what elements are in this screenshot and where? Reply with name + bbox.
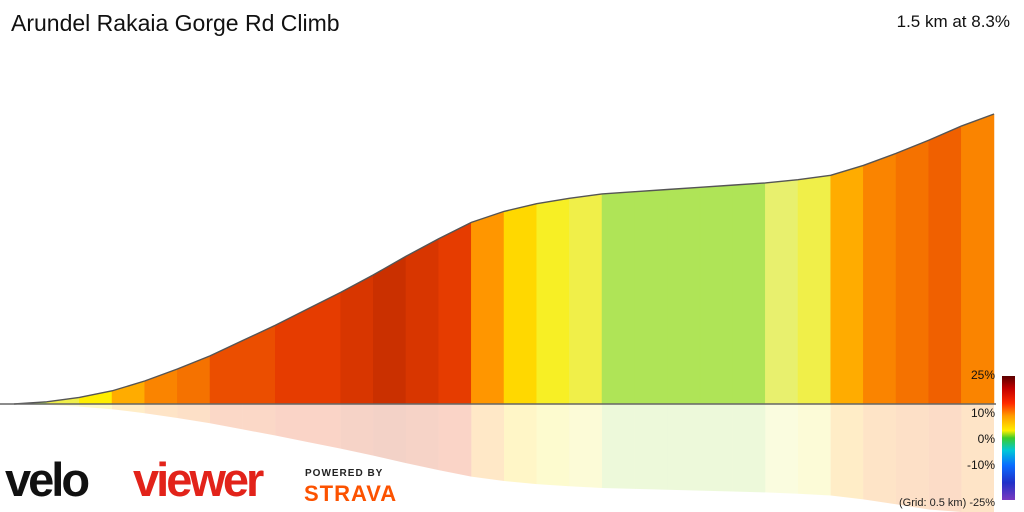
gradient-segment-7 <box>242 324 276 405</box>
gradient-segment-20 <box>667 187 701 405</box>
reflection-segment-8 <box>275 404 308 443</box>
logo-viewer-text: viewer <box>133 453 264 506</box>
reflection-segment-19 <box>634 404 668 490</box>
gradient-segment-11 <box>373 255 407 405</box>
reflection-segment-21 <box>700 404 733 492</box>
gradient-segment-22 <box>732 182 766 405</box>
reflection-segment-28 <box>928 404 962 512</box>
gradient-segment-29 <box>961 113 995 405</box>
reflection-segment-10 <box>340 404 374 456</box>
gradient-segment-12 <box>405 238 439 405</box>
gradient-segment-15 <box>503 203 537 405</box>
reflection-segment-24 <box>798 404 831 496</box>
scale-label-neg25: -25% <box>969 497 995 509</box>
powered-by-label: POWERED BY <box>305 468 384 479</box>
gradient-segment-26 <box>863 153 897 405</box>
gradient-bars <box>13 113 995 405</box>
reflection-segment-23 <box>765 404 798 494</box>
gradient-segment-23 <box>765 179 799 405</box>
gradient-segment-13 <box>438 221 472 405</box>
gradient-color-scale <box>1002 376 1015 500</box>
scale-label-neg10: -10% <box>966 458 995 472</box>
reflection-segment-13 <box>438 404 472 477</box>
reflection-segment-11 <box>373 404 406 464</box>
reflection-segment-6 <box>210 404 243 430</box>
logo-velo-text: velo <box>5 453 88 506</box>
gradient-segment-27 <box>895 139 929 405</box>
reflection-segment-25 <box>830 404 864 500</box>
reflection-segment-7 <box>242 404 276 436</box>
reflection-segment-29 <box>961 404 994 512</box>
reflection-segment-12 <box>406 404 439 471</box>
reflection-segment-20 <box>667 404 700 491</box>
strava-logo: STRAVA <box>304 481 398 506</box>
reflection-segment-14 <box>471 404 504 482</box>
reflection-segment-3 <box>112 404 145 414</box>
gradient-segment-25 <box>830 165 864 405</box>
gradient-segment-2 <box>79 390 113 405</box>
gradient-segment-14 <box>471 211 505 405</box>
scale-label-0: 0% <box>977 432 995 446</box>
chart-title: Arundel Rakaia Gorge Rd Climb <box>11 10 340 36</box>
reflection-segment-2 <box>79 404 112 410</box>
climb-summary: 1.5 km at 8.3% <box>896 12 1010 31</box>
reflection-segment-17 <box>569 404 602 489</box>
reflection-segment-22 <box>732 404 766 493</box>
gradient-segment-24 <box>797 174 831 405</box>
gradient-segment-3 <box>111 380 145 405</box>
gradient-segment-4 <box>144 368 178 405</box>
gradient-segment-21 <box>699 184 733 405</box>
veloviewer-logo: velo viewer <box>5 453 267 506</box>
gradient-segment-17 <box>569 193 603 405</box>
scale-label-25: 25% <box>970 368 995 382</box>
profile-outline <box>13 113 995 405</box>
gradient-segment-10 <box>340 274 374 405</box>
reflection-segment-18 <box>602 404 635 489</box>
scale-label-10: 10% <box>970 406 995 420</box>
gradient-segment-16 <box>536 197 570 405</box>
reflection-segment-15 <box>504 404 537 485</box>
reflection-segment-27 <box>896 404 929 510</box>
grid-note: (Grid: 0.5 km) -25% <box>899 497 995 509</box>
reflection-segment-4 <box>144 404 178 419</box>
gradient-segment-6 <box>209 340 243 405</box>
reflection-segment-26 <box>863 404 896 505</box>
reflection-segment-16 <box>536 404 570 487</box>
gradient-segment-18 <box>601 191 635 405</box>
reflection-segment-9 <box>308 404 341 449</box>
gradient-segment-9 <box>307 291 341 405</box>
reflection-segment-5 <box>177 404 210 424</box>
gradient-segment-19 <box>634 189 668 405</box>
gradient-segment-28 <box>928 125 962 405</box>
profile-reflection <box>14 404 994 512</box>
